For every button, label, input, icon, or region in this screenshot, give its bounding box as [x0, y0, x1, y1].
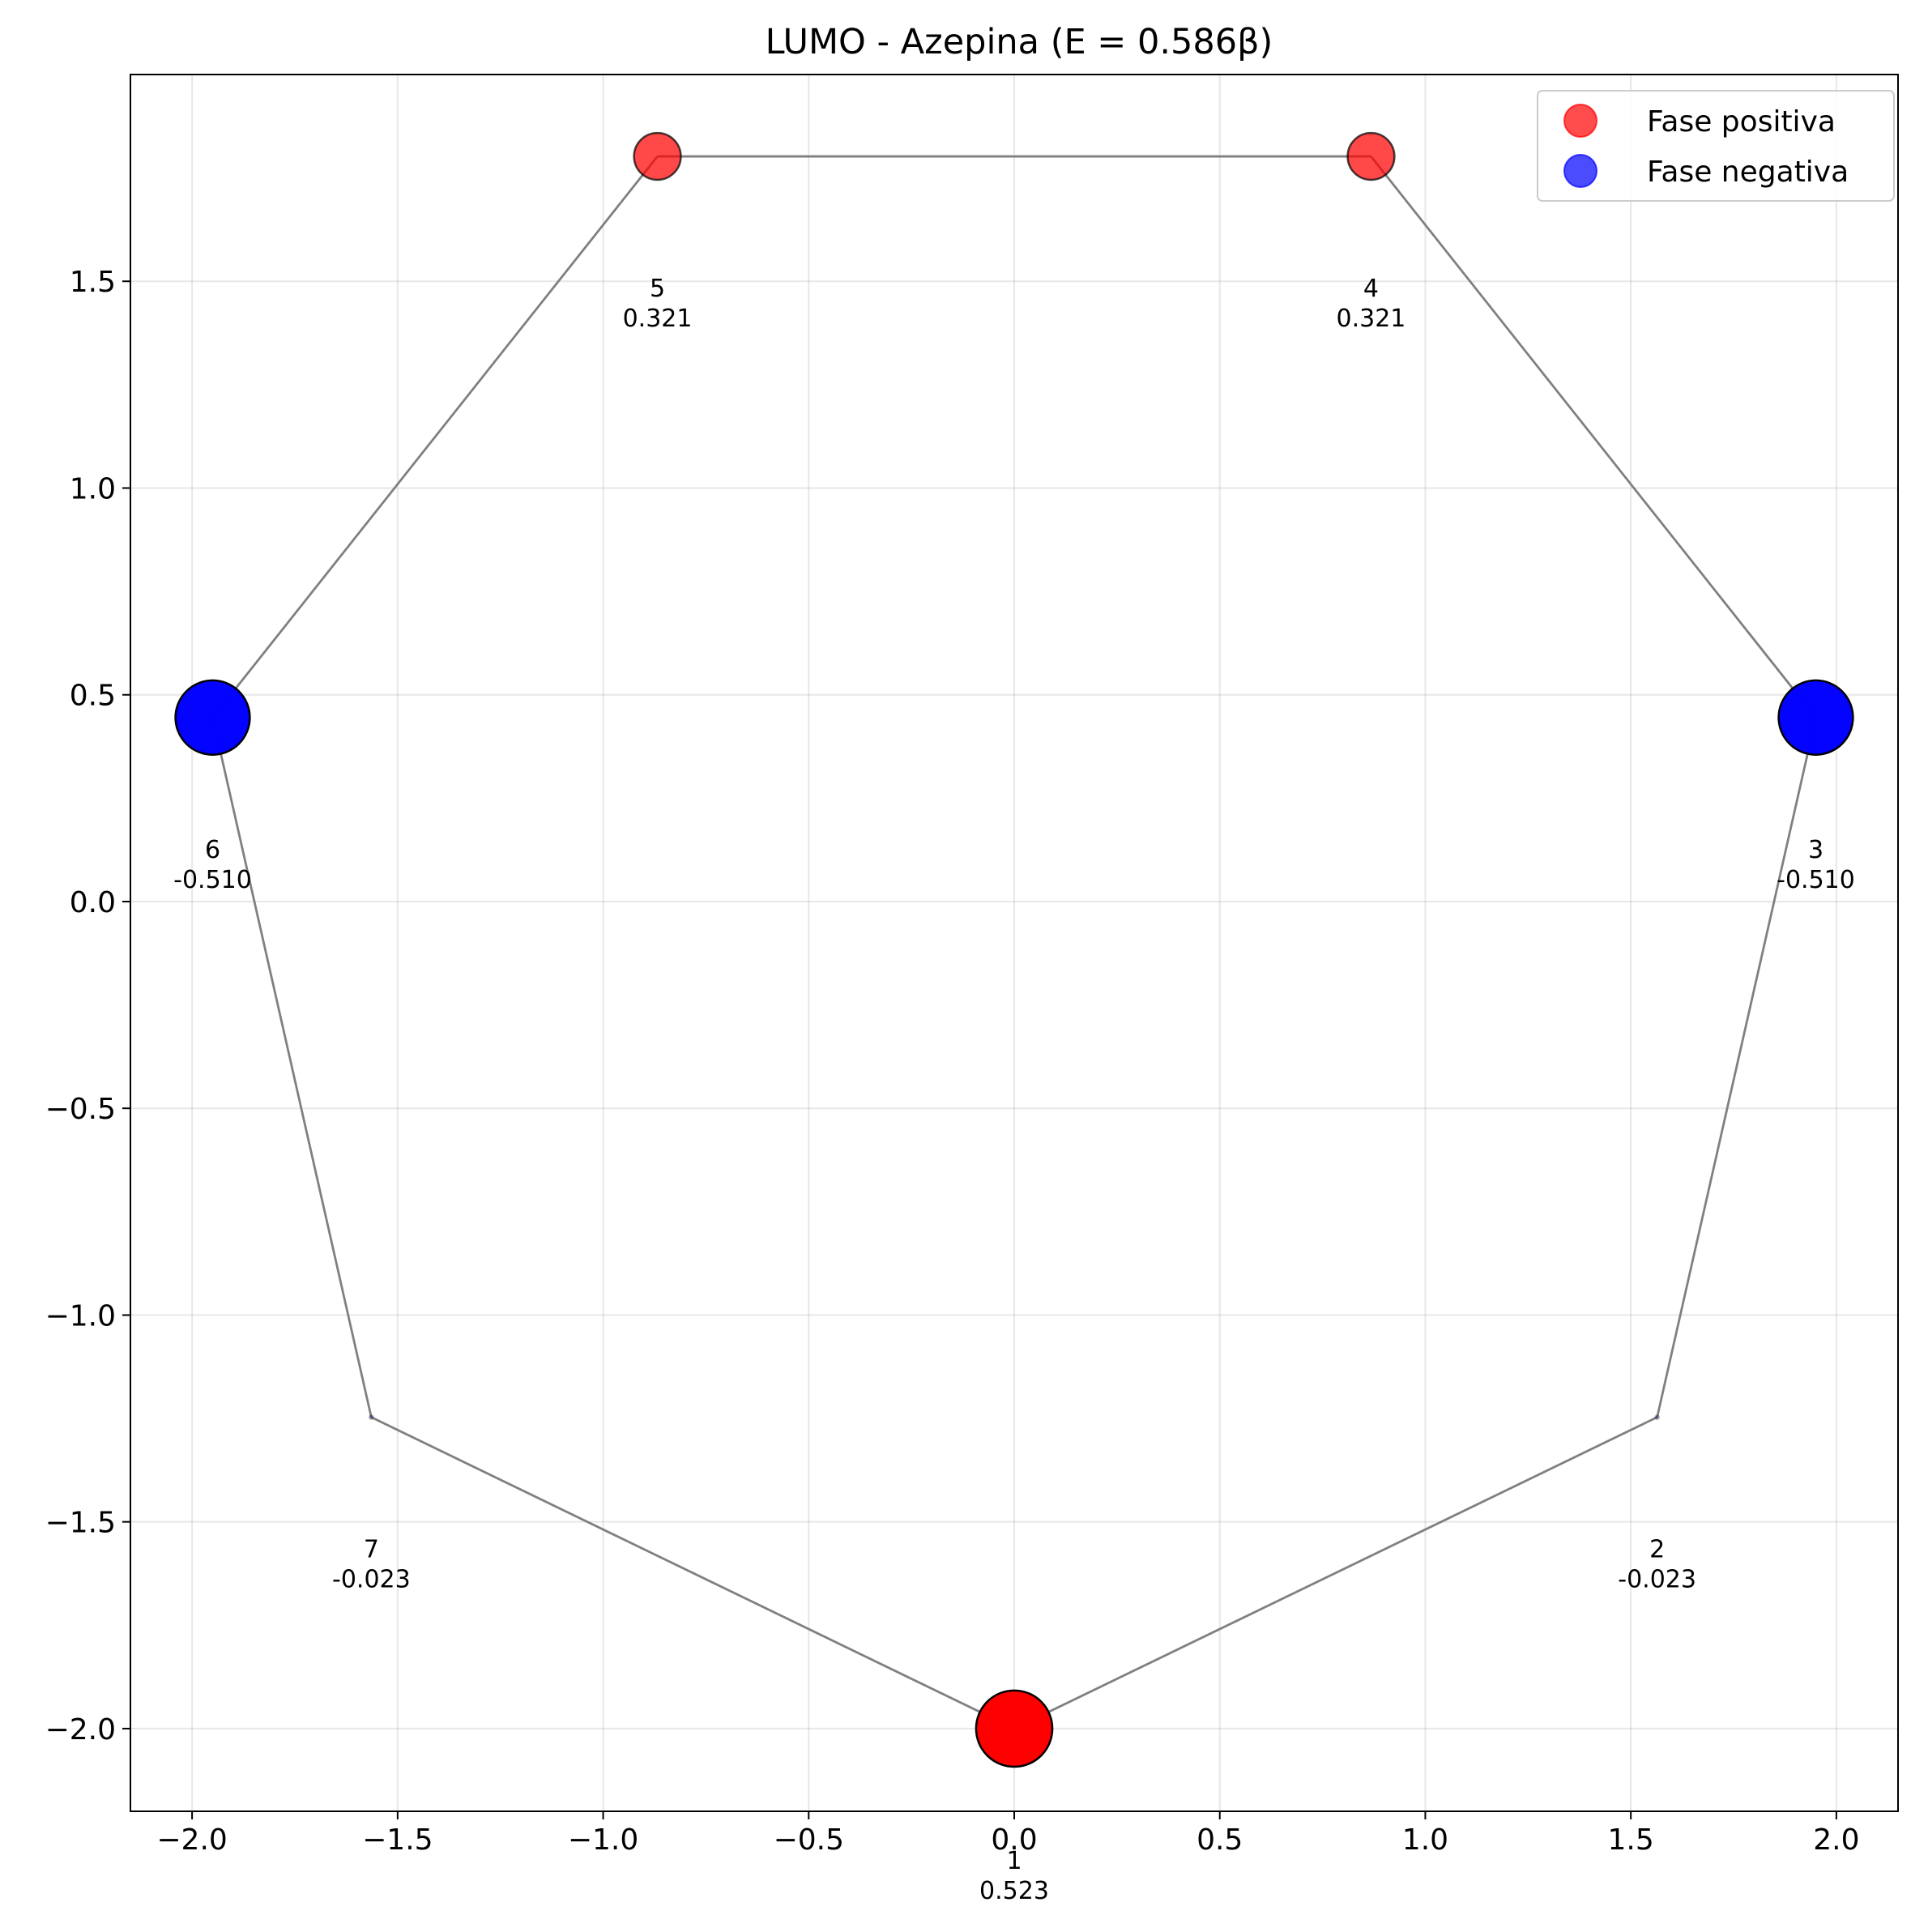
x-tick-label: −1.0: [568, 1823, 638, 1857]
x-tick-label: 1.5: [1608, 1823, 1654, 1857]
grid-layer: [130, 75, 1898, 1811]
x-tick-label: −2.0: [156, 1823, 227, 1857]
atom-marker: [1346, 131, 1396, 181]
atom-coefficient-label: -0.023: [1618, 1566, 1696, 1594]
y-tick-label: 0.5: [70, 680, 116, 713]
atom-index-label: 3: [1808, 836, 1823, 864]
x-tick-label: −0.5: [774, 1823, 844, 1857]
bond-line: [1656, 717, 1817, 1418]
bond-line: [1013, 1416, 1658, 1730]
bond-line: [370, 1416, 1015, 1730]
atom-index-label: 7: [364, 1536, 379, 1564]
bond-line: [211, 156, 659, 719]
y-tick-label: −0.5: [45, 1093, 116, 1126]
legend-box: [1537, 90, 1895, 202]
legend-label: Fase negativa: [1647, 156, 1849, 189]
atom-marker: [369, 1414, 374, 1420]
tick-layer: −2.0 −1.5 −1.0 −0.5 0.0 0.5 1.0 1.5 2.0 −2.0 −1.5 −…: [45, 266, 1860, 1857]
atom-index-label: 4: [1363, 275, 1379, 303]
chart-title: LUMO - Azepina (E = 0.586β): [766, 22, 1273, 62]
legend-label: Fase positiva: [1647, 105, 1836, 139]
x-tick-label: −1.5: [362, 1823, 433, 1857]
y-tick-label: −2.0: [45, 1713, 116, 1746]
atom-index-label: 5: [650, 275, 665, 303]
atom-marker: [633, 131, 682, 181]
bond-line: [1370, 156, 1817, 719]
atom-marker: [975, 1689, 1054, 1768]
y-tick-label: −1.5: [45, 1507, 116, 1540]
x-tick-label: 0.5: [1196, 1823, 1243, 1857]
bond-layer: [211, 155, 1817, 1730]
x-tick-label: 0.0: [991, 1823, 1037, 1857]
legend-marker: [1563, 104, 1597, 138]
label-layer: 10.5232-0.0233-0.51040.32150.3216-0.5107…: [173, 275, 1855, 1905]
atom-coefficient-label: 0.523: [979, 1877, 1049, 1905]
atom-marker: [1654, 1414, 1660, 1420]
atom-marker: [1777, 679, 1854, 756]
atom-coefficient-label: -0.510: [173, 866, 252, 894]
atom-index-label: 2: [1649, 1536, 1665, 1564]
x-tick-label: 1.0: [1402, 1823, 1448, 1857]
atom-coefficient-label: 0.321: [623, 305, 693, 333]
atom-coefficient-label: 0.321: [1337, 305, 1406, 333]
atom-index-label: 1: [1006, 1847, 1022, 1875]
atom-index-label: 6: [205, 836, 220, 864]
y-tick-label: −1.0: [45, 1299, 116, 1333]
legend-marker: [1563, 154, 1597, 188]
y-tick-label: 0.0: [70, 886, 116, 919]
atom-marker: [174, 679, 251, 756]
y-tick-label: 1.0: [70, 472, 116, 505]
bond-line: [211, 717, 373, 1418]
y-tick-label: 1.5: [70, 266, 116, 299]
x-tick-label: 2.0: [1813, 1823, 1859, 1857]
legend: Fase positiva Fase negativa: [1537, 90, 1895, 202]
atom-coefficient-label: -0.510: [1777, 866, 1855, 894]
atom-coefficient-label: -0.023: [332, 1566, 411, 1594]
atom-layer: [174, 131, 1854, 1768]
